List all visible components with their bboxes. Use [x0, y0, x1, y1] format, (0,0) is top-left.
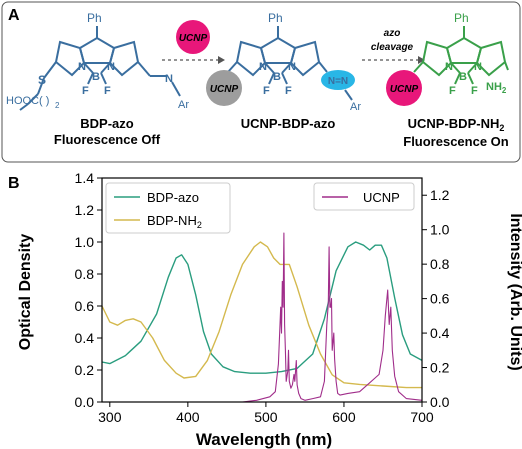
ar-label-2: Ar: [350, 101, 361, 113]
phenyl-label-2: Ph: [268, 11, 283, 25]
n-label-1b: N: [107, 61, 115, 73]
molecule-ucnp-bdp-azo: Ph: [227, 11, 328, 85]
plot-frame: [101, 177, 423, 403]
y-axis-title-right: Intensity (Arb. Units): [507, 213, 522, 370]
linker-paren: ( ): [39, 95, 49, 107]
series-line-bdp-nh2: [101, 241, 422, 389]
compound1-state: Fluorescence Off: [54, 132, 161, 147]
molecule-bdp-azo: Ph: [19, 11, 181, 111]
f-label-3a: F: [449, 85, 456, 97]
b-label-1: B: [92, 71, 100, 83]
x-tick-label-700: 700: [410, 409, 434, 425]
ucnp-badge-1: [176, 20, 210, 54]
panel-a-label: A: [8, 7, 20, 24]
f-label-1b: F: [104, 85, 111, 97]
y-right-tick-label-1.2: 1.2: [430, 187, 450, 203]
spectra-plot: 300 400 500 600 7000.00.20.40.60.81.01.21.40…: [75, 170, 450, 425]
legend-label-ucnp: UCNP: [363, 190, 400, 205]
f-label-2a: F: [263, 85, 270, 97]
s-label-1: S: [38, 73, 46, 87]
y-left-tick-label-0.2: 0.2: [75, 362, 95, 378]
ucnp-sphere-gray: [206, 70, 242, 106]
azo-ar-bond: [344, 89, 353, 101]
legend-left: BDP-azo BDP-NH2: [105, 182, 231, 234]
x-tick-label-300: 300: [98, 409, 122, 425]
ucnp-sphere-gray-text: UCNP: [210, 84, 239, 95]
legend-label-bdp-azo: BDP-azo: [147, 190, 199, 205]
y-left-tick-label-1.2: 1.2: [75, 202, 95, 218]
panel-b: B 300 400 500 600 7000.00.20.40.60.81.01.21.…: [8, 170, 522, 449]
compound2-name: UCNP-BDP-azo: [241, 116, 336, 131]
compound3-name: UCNP-BDP-NH2: [408, 116, 505, 133]
molecule-ucnp-bdp-nh2: Ph: [413, 11, 509, 85]
ucnp-sphere-magenta-text: UCNP: [390, 84, 419, 95]
ucnp-badge-1-text: UCNP: [179, 33, 208, 44]
x-tick-label-400: 400: [176, 409, 200, 425]
phenyl-label-1: Ph: [87, 11, 102, 25]
n-label-1a: N: [78, 61, 86, 73]
x-tick-label-600: 600: [332, 409, 356, 425]
legend-right-box: [313, 182, 415, 211]
y-left-tick-label-1.4: 1.4: [75, 170, 95, 186]
y-right-tick-label-0.2: 0.2: [430, 360, 450, 376]
y-right-tick-label-0.6: 0.6: [430, 291, 450, 307]
series-line-bdp-azo: [101, 241, 423, 374]
y-left-tick-label-1: 1.0: [75, 234, 95, 250]
y-left-tick-label-0: 0.0: [75, 394, 95, 410]
panel-a: A Ph N N B F F S N Ar HOOC( ) 2: [1, 1, 521, 163]
azo-group-text: N=N: [328, 76, 348, 87]
azo-highlight: [321, 70, 355, 90]
linker-subscript: 2: [55, 101, 60, 110]
f-label-2b: F: [285, 85, 292, 97]
y-left-tick-label-0.6: 0.6: [75, 298, 95, 314]
arrow-2-head: [418, 56, 425, 64]
n-label-2a: N: [259, 61, 267, 73]
linker-label: HOOC( ): [6, 95, 49, 107]
y-right-tick-label-1: 1.0: [430, 222, 450, 238]
x-axis-title: Wavelength (nm): [196, 430, 332, 449]
panel-b-label: B: [8, 175, 20, 192]
b-label-3: B: [459, 71, 467, 83]
azo-n-label-1: N: [165, 73, 173, 85]
compound3-state: Fluorescence On: [403, 134, 509, 149]
arrow-2-label-line2: cleavage: [371, 42, 414, 53]
ucnp-sphere-magenta: [386, 70, 422, 106]
x-tick-label-500: 500: [254, 409, 278, 425]
series-line-ucnp: [148, 232, 423, 403]
f-label-3b: F: [471, 85, 478, 97]
y-right-tick-label-0.4: 0.4: [430, 325, 450, 341]
y-left-tick-label-0.8: 0.8: [75, 266, 95, 282]
y-axis-title-left: Optical Density: [17, 234, 34, 351]
ar-label-1: Ar: [178, 99, 189, 111]
legend-right: UCNP: [313, 182, 415, 211]
compound1-name: BDP-azo: [80, 116, 134, 131]
legend-label-bdp-nh2: BDP-NH2: [147, 213, 202, 230]
y-right-tick-label-0: 0.0: [430, 394, 450, 410]
b-label-2: B: [273, 71, 281, 83]
y-right-tick-label-0.8: 0.8: [430, 256, 450, 272]
phenyl-label-3: Ph: [454, 11, 469, 25]
n-label-3a: N: [445, 61, 453, 73]
f-label-1a: F: [82, 85, 89, 97]
y-left-tick-label-0.4: 0.4: [75, 330, 95, 346]
n-label-3b: N: [474, 61, 482, 73]
arrow-2-label-line1: azo: [384, 28, 401, 39]
n-label-2b: N: [288, 61, 296, 73]
amine-label: NH2: [486, 81, 507, 95]
arrow-1-head: [218, 56, 225, 64]
